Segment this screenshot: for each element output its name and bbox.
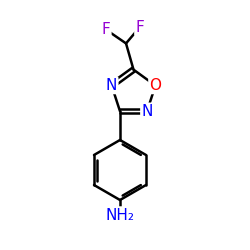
Text: NH₂: NH₂: [106, 208, 134, 222]
Text: F: F: [102, 22, 110, 37]
Text: N: N: [141, 104, 153, 119]
Text: F: F: [136, 20, 144, 35]
Text: O: O: [150, 78, 162, 93]
Text: N: N: [106, 78, 117, 93]
